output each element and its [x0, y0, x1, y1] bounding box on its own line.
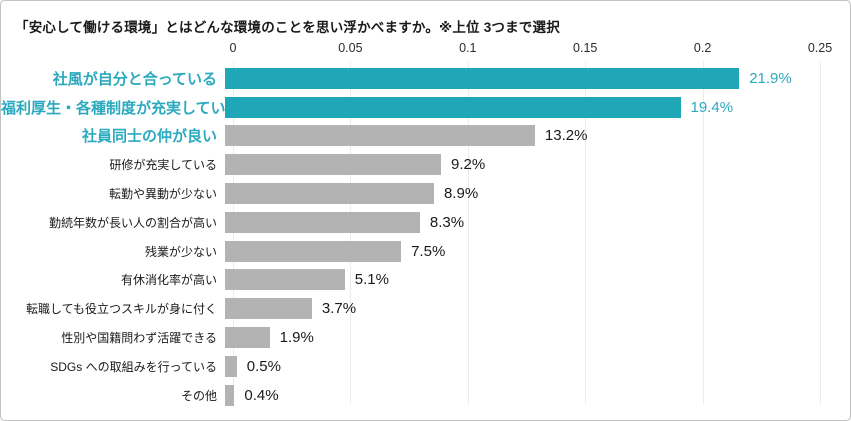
bar-row: その他 0.4%	[1, 381, 850, 410]
category-label: 有休消化率が高い	[120, 273, 217, 288]
bar	[225, 96, 681, 118]
category-label: 社員同士の仲が良い	[81, 128, 217, 146]
bar-row: 社風が自分と合っている 21.9%	[1, 64, 850, 93]
bar	[225, 154, 442, 176]
bar-row: 研修が充実している 9.2%	[1, 150, 850, 179]
value-label: 19.4%	[690, 98, 734, 116]
bar	[225, 211, 420, 233]
bar-track: 0.5%	[225, 355, 812, 377]
value-label: 0.5%	[246, 357, 281, 375]
bar-track: 9.2%	[225, 154, 812, 176]
value-label: 8.3%	[429, 213, 465, 231]
category-label: 勤続年数が長い人の割合が高い	[48, 215, 217, 230]
bar	[225, 298, 312, 320]
bar	[225, 355, 237, 377]
value-label: 21.9%	[749, 69, 792, 87]
bar-row: 残業が少ない 7.5%	[1, 237, 850, 266]
chart-title: 「安心して働ける環境」とはどんな環境のことを思い浮かべますか。※上位 3つまで選…	[15, 20, 560, 35]
category-label: 社風が自分と合っている	[52, 70, 217, 88]
bar-row: 社員同士の仲が良い 13.2%	[1, 122, 850, 151]
bar-track: 7.5%	[225, 240, 812, 262]
bar-chart: 社風が自分と合っている 21.9% 福利厚生・各種制度が充実している 19.4% 社員同…	[1, 64, 850, 410]
value-label: 8.9%	[443, 185, 479, 203]
bar	[225, 327, 270, 349]
bar	[225, 183, 434, 205]
category-label: 転職しても役立つスキルが身に付く	[25, 302, 217, 317]
bar	[225, 67, 740, 89]
value-label: 1.9%	[279, 329, 314, 347]
bar-row: 有休消化率が高い 5.1%	[1, 266, 850, 295]
x-axis-tick-label: 0.25	[807, 41, 833, 55]
bar-row: 勤続年数が長い人の割合が高い 8.3%	[1, 208, 850, 237]
x-axis-tick-label: 0	[229, 41, 237, 55]
gridline	[585, 61, 587, 404]
x-axis-tick-label: 0.2	[693, 41, 712, 55]
bar	[225, 269, 345, 291]
value-label: 3.7%	[321, 300, 357, 318]
x-axis-tick-label: 0.1	[459, 41, 477, 55]
x-axis-tick-label: 0.15	[573, 41, 598, 55]
category-label: その他	[180, 388, 217, 403]
value-label: 9.2%	[451, 156, 486, 174]
bar-track: 13.2%	[225, 125, 812, 147]
bar	[225, 125, 535, 147]
category-label: 研修が充実している	[109, 158, 217, 173]
value-label: 13.2%	[544, 127, 588, 145]
gridline	[467, 61, 469, 404]
bar-track: 19.4%	[225, 96, 812, 118]
bar-track: 8.3%	[225, 211, 812, 233]
bar-track: 0.4%	[225, 384, 812, 406]
bar-track: 5.1%	[225, 269, 812, 291]
x-axis-tick-label: 0.05	[338, 41, 363, 55]
bar	[225, 384, 235, 406]
bar-row: 福利厚生・各種制度が充実している 19.4%	[1, 93, 850, 122]
value-label: 5.1%	[354, 271, 389, 289]
gridline	[702, 61, 704, 404]
bar-row: 転職しても役立つスキルが身に付く 3.7%	[1, 294, 850, 323]
category-label: SDGs への取組みを行っている	[50, 359, 217, 374]
bar-track: 1.9%	[225, 327, 812, 349]
value-label: 0.4%	[244, 386, 279, 404]
category-label: 福利厚生・各種制度が充実している	[1, 99, 241, 117]
bar-row: SDGs への取組みを行っている 0.5%	[1, 352, 850, 381]
category-label: 転勤や異動が少ない	[108, 187, 217, 202]
bar-track: 8.9%	[225, 183, 812, 205]
category-label: 性別や国籍問わず活躍できる	[61, 331, 217, 346]
bar-track: 21.9%	[225, 67, 812, 89]
bar-row: 性別や国籍問わず活躍できる 1.9%	[1, 323, 850, 352]
bar-row: 転勤や異動が少ない 8.9%	[1, 179, 850, 208]
bar	[225, 240, 402, 262]
value-label: 7.5%	[411, 242, 446, 260]
category-label: 残業が少ない	[144, 244, 217, 259]
gridline	[820, 61, 821, 404]
x-axis: 0 0.05 0.1 0.15 0.2 0.25	[229, 41, 833, 55]
bar-track: 3.7%	[225, 298, 812, 320]
